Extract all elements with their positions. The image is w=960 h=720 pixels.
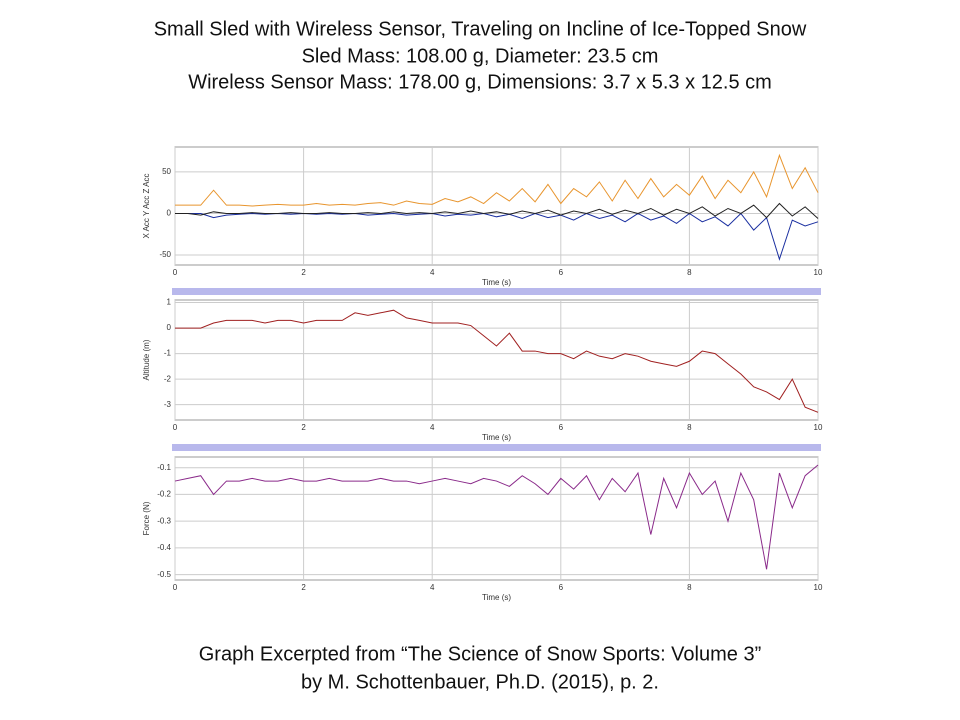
x-tick-label: 2 bbox=[301, 583, 306, 592]
x-tick-label: 2 bbox=[301, 268, 306, 277]
x-axis-label: Time (s) bbox=[482, 278, 511, 287]
x-tick-label: 4 bbox=[430, 583, 435, 592]
x-tick-label: 10 bbox=[814, 268, 823, 277]
x-tick-label: 6 bbox=[559, 268, 564, 277]
x-tick-label: 10 bbox=[814, 583, 823, 592]
x-tick-label: 2 bbox=[301, 423, 306, 432]
data-line bbox=[175, 309, 819, 413]
x-tick-label: 6 bbox=[559, 423, 564, 432]
y-tick-label: -2 bbox=[164, 374, 172, 383]
separator bbox=[172, 288, 821, 295]
x-tick-label: 8 bbox=[687, 268, 692, 277]
y-axis-label: X Acc Y Acc Z Acc bbox=[142, 173, 151, 238]
y-tick-label: -0.1 bbox=[157, 463, 171, 472]
y-tick-label: -3 bbox=[164, 400, 172, 409]
data-line bbox=[175, 212, 819, 261]
x-tick-label: 4 bbox=[430, 268, 435, 277]
data-line bbox=[175, 153, 819, 207]
y-tick-label: 0 bbox=[167, 209, 172, 218]
y-tick-label: 1 bbox=[167, 298, 172, 307]
x-tick-label: 0 bbox=[173, 268, 178, 277]
title-line: Sled Mass: 108.00 g, Diameter: 23.5 cm bbox=[302, 45, 659, 67]
x-tick-label: 4 bbox=[430, 423, 435, 432]
x-tick-label: 6 bbox=[559, 583, 564, 592]
y-axis-label: Altitude (m) bbox=[142, 339, 151, 380]
x-tick-label: 10 bbox=[814, 423, 823, 432]
caption-line: Graph Excerpted from “The Science of Sno… bbox=[199, 643, 761, 665]
data-line bbox=[175, 202, 819, 219]
y-tick-label: -50 bbox=[159, 250, 171, 259]
y-tick-label: -0.4 bbox=[157, 543, 171, 552]
x-tick-label: 8 bbox=[687, 583, 692, 592]
separator bbox=[172, 444, 821, 451]
x-axis-label: Time (s) bbox=[482, 593, 511, 602]
plot-area bbox=[174, 456, 819, 581]
y-tick-label: 50 bbox=[162, 167, 171, 176]
x-tick-label: 8 bbox=[687, 423, 692, 432]
plot-area bbox=[174, 146, 819, 266]
x-axis-label: Time (s) bbox=[482, 433, 511, 442]
title-line: Wireless Sensor Mass: 178.00 g, Dimensio… bbox=[188, 71, 772, 93]
y-axis-label: Force (N) bbox=[142, 501, 151, 535]
x-tick-label: 0 bbox=[173, 423, 178, 432]
y-tick-label: -0.3 bbox=[157, 516, 171, 525]
y-tick-label: -0.5 bbox=[157, 570, 171, 579]
y-tick-label: -1 bbox=[164, 349, 172, 358]
x-tick-label: 0 bbox=[173, 583, 178, 592]
data-line bbox=[174, 464, 819, 570]
y-tick-label: -0.2 bbox=[157, 490, 171, 499]
y-tick-label: 0 bbox=[167, 323, 172, 332]
title-line: Small Sled with Wireless Sensor, Traveli… bbox=[154, 18, 807, 40]
caption-line: by M. Schottenbauer, Ph.D. (2015), p. 2. bbox=[301, 671, 659, 693]
plot-area bbox=[174, 299, 819, 421]
